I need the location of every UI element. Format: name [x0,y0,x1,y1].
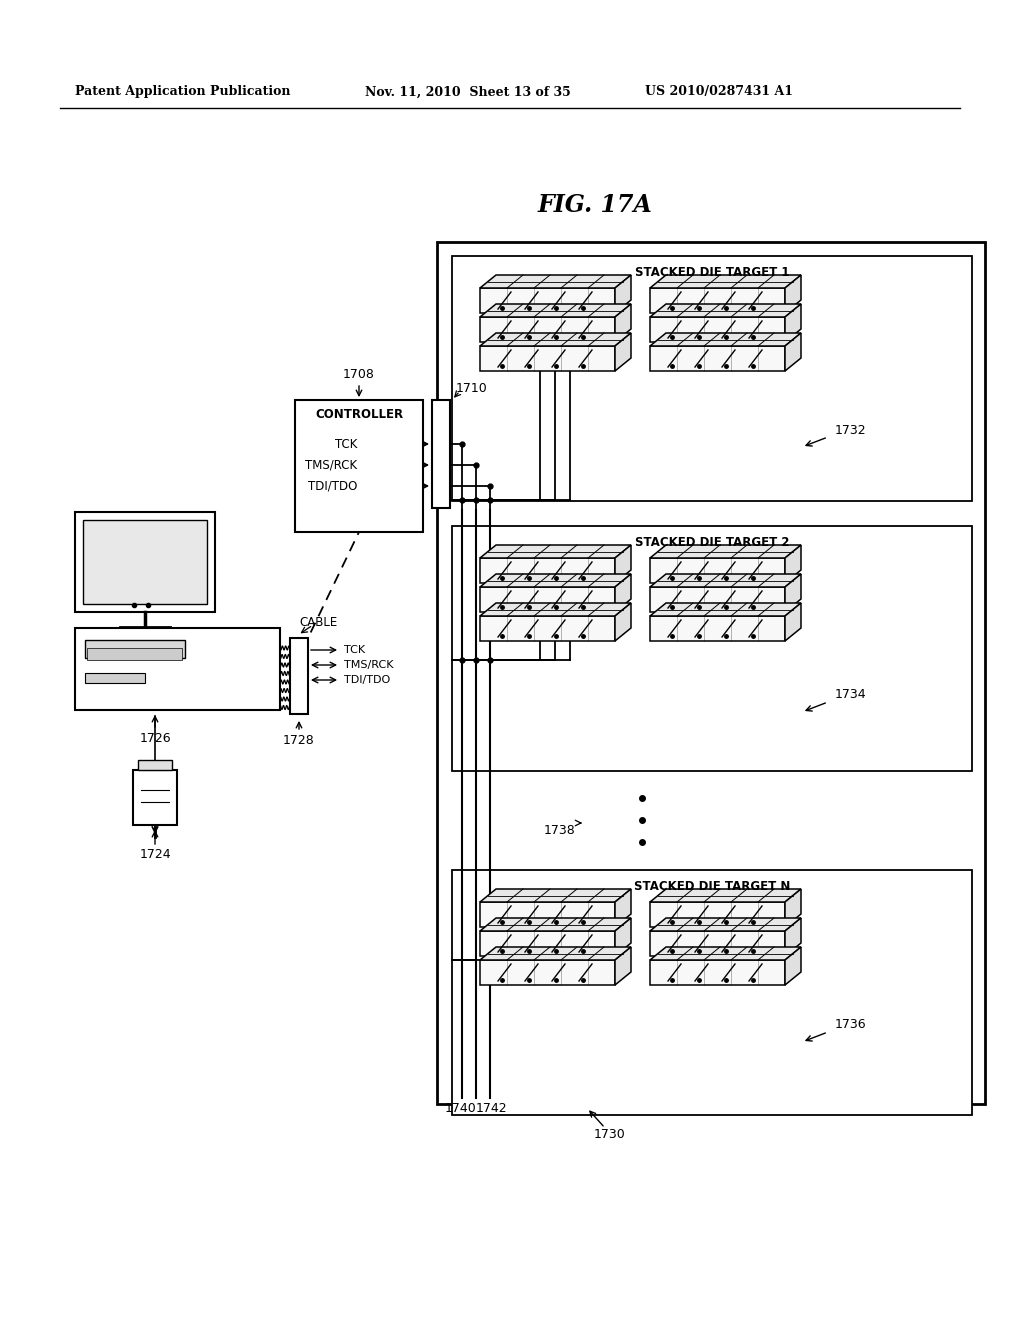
Bar [650,931,785,956]
Polygon shape [650,917,801,931]
Text: 1742: 1742 [475,1101,507,1114]
Text: STACKED DIE TARGET 1: STACKED DIE TARGET 1 [635,265,790,279]
Text: TCK: TCK [344,645,366,655]
Text: Nov. 11, 2010  Sheet 13 of 35: Nov. 11, 2010 Sheet 13 of 35 [365,86,570,99]
Polygon shape [615,275,631,313]
Polygon shape [650,545,801,558]
Text: US 2010/0287431 A1: US 2010/0287431 A1 [645,86,793,99]
Polygon shape [615,603,631,642]
Text: 1736: 1736 [835,1019,866,1031]
Polygon shape [615,888,631,927]
Bar [650,960,785,985]
Bar [480,902,615,927]
Bar [83,520,207,605]
Bar [480,346,615,371]
Polygon shape [615,574,631,612]
Polygon shape [785,888,801,927]
Polygon shape [480,946,631,960]
Text: 1710: 1710 [456,381,487,395]
Bar [650,902,785,927]
Text: STACKED DIE TARGET 2: STACKED DIE TARGET 2 [635,536,790,549]
Bar [452,525,972,771]
Bar [480,960,615,985]
Bar [85,673,145,682]
Polygon shape [785,275,801,313]
Bar [650,558,785,583]
Bar [480,931,615,956]
Polygon shape [650,574,801,587]
Text: STACKED DIE TARGET N: STACKED DIE TARGET N [634,879,791,892]
Bar [75,512,215,612]
Bar [480,587,615,612]
Bar [650,288,785,313]
Polygon shape [480,304,631,317]
Polygon shape [785,917,801,956]
Text: TMS/RCK: TMS/RCK [305,458,357,471]
Bar [75,628,280,710]
Polygon shape [480,917,631,931]
Bar [480,288,615,313]
Bar [452,256,972,502]
Polygon shape [480,888,631,902]
Polygon shape [650,603,801,616]
Text: TMS/RCK: TMS/RCK [344,660,393,671]
Polygon shape [615,917,631,956]
Polygon shape [480,275,631,288]
Polygon shape [785,304,801,342]
Polygon shape [785,603,801,642]
Polygon shape [785,333,801,371]
Bar [650,616,785,642]
Bar [138,760,172,770]
Bar [480,317,615,342]
Polygon shape [785,946,801,985]
Bar [452,870,972,1115]
Bar [480,616,615,642]
Polygon shape [650,888,801,902]
Bar [650,587,785,612]
Polygon shape [615,304,631,342]
Text: 1738: 1738 [544,824,575,837]
Bar [85,640,185,657]
Polygon shape [615,946,631,985]
Bar [295,400,423,532]
Text: CABLE: CABLE [299,615,337,628]
Text: TCK: TCK [335,437,357,450]
Polygon shape [480,333,631,346]
Bar [437,242,985,1104]
Polygon shape [650,275,801,288]
Polygon shape [650,946,801,960]
Polygon shape [480,545,631,558]
Polygon shape [615,333,631,371]
Polygon shape [650,304,801,317]
Polygon shape [480,574,631,587]
Bar [650,346,785,371]
Polygon shape [785,574,801,612]
Text: TDI/TDO: TDI/TDO [307,479,357,492]
Text: 1732: 1732 [835,424,866,437]
Text: Patent Application Publication: Patent Application Publication [75,86,291,99]
Text: 1726: 1726 [139,731,171,744]
Bar [133,770,177,825]
Bar [290,638,308,714]
Text: CONTROLLER: CONTROLLER [315,408,403,421]
Bar [432,400,450,508]
Text: 1724: 1724 [139,849,171,862]
Text: 1734: 1734 [835,689,866,701]
Polygon shape [480,603,631,616]
Text: 1708: 1708 [343,368,375,381]
Bar [480,558,615,583]
Polygon shape [615,545,631,583]
Bar [87,648,182,660]
Text: 1730: 1730 [594,1129,626,1142]
Polygon shape [785,545,801,583]
Text: TDI/TDO: TDI/TDO [344,675,390,685]
Text: 1728: 1728 [283,734,314,747]
Text: 1740: 1740 [445,1101,477,1114]
Text: FIG. 17A: FIG. 17A [538,193,652,216]
Polygon shape [650,333,801,346]
Bar [650,317,785,342]
